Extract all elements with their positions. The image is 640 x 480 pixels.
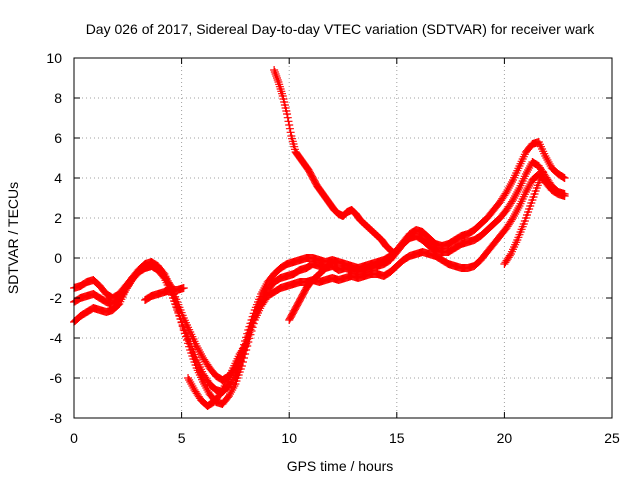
x-tick-label: 25 <box>604 430 620 446</box>
y-tick-label: 6 <box>54 130 62 146</box>
y-tick-label: 8 <box>54 90 62 106</box>
y-axis-label: SDTVAR / TECUs <box>5 182 21 294</box>
x-tick-label: 15 <box>389 430 405 446</box>
series-track-6 <box>184 340 251 410</box>
data-point-interp <box>272 72 281 80</box>
series-layer <box>70 66 569 410</box>
data-point-interp <box>514 204 523 212</box>
data-point <box>244 326 253 334</box>
data-point-interp <box>243 329 252 338</box>
y-tick-label: 4 <box>54 170 62 186</box>
y-tick-label: -8 <box>50 410 63 426</box>
data-point <box>390 250 399 258</box>
data-point-interp <box>221 380 230 388</box>
data-point-interp <box>327 258 336 267</box>
data-point-interp <box>241 341 250 350</box>
data-point-interp <box>246 319 255 328</box>
data-point <box>328 258 337 266</box>
series-track-4 <box>270 66 399 258</box>
plot-frame <box>73 57 613 419</box>
data-point-interp <box>247 316 256 324</box>
data-point-interp <box>286 128 295 137</box>
y-tick-label: -2 <box>50 290 63 306</box>
series-track-7 <box>285 258 337 324</box>
data-point-interp <box>507 178 516 186</box>
data-point-interp <box>242 333 251 342</box>
y-tick-label: -6 <box>50 370 63 386</box>
ticks: 0 5 10 15 20 25 -8 -6 -4 -2 0 2 4 6 8 10 <box>46 50 620 446</box>
data-point <box>283 110 292 118</box>
data-point-interp <box>283 113 292 122</box>
data-point <box>539 168 548 176</box>
chart-title: Day 026 of 2017, Sidereal Day-to-day VTE… <box>86 21 596 37</box>
y-tick-label: 0 <box>54 250 62 266</box>
data-point-interp <box>285 121 294 129</box>
x-tick-label: 0 <box>70 430 78 446</box>
data-point-interp <box>389 248 398 257</box>
x-tick-label: 10 <box>281 430 297 446</box>
data-point <box>560 174 569 182</box>
data-point-interp <box>245 322 254 331</box>
data-point-interp <box>248 312 257 321</box>
data-point-interp <box>271 70 280 78</box>
data-point-interp <box>249 309 258 318</box>
data-point-interp <box>270 68 279 76</box>
data-point <box>179 284 188 292</box>
data-point-interp <box>273 76 282 84</box>
data-point-interp <box>559 173 568 182</box>
data-point-interp <box>389 249 398 258</box>
data-point <box>560 190 569 198</box>
data-point <box>270 66 279 74</box>
series-track-5 <box>141 284 188 304</box>
y-tick-label: -4 <box>50 330 63 346</box>
y-tick-label: 10 <box>46 50 62 66</box>
x-axis-label: GPS time / hours <box>287 458 394 474</box>
series-track-8 <box>500 168 548 268</box>
x-tick-label: 20 <box>497 430 513 446</box>
data-point-interp <box>505 251 514 260</box>
x-tick-label: 5 <box>178 430 186 446</box>
grid <box>74 58 612 418</box>
data-point-interp <box>284 117 293 126</box>
data-point <box>242 340 251 348</box>
y-tick-label: 2 <box>54 210 62 226</box>
data-point-interp <box>514 186 523 194</box>
data-point-interp <box>273 74 282 82</box>
data-point-interp <box>326 259 335 268</box>
data-point-interp <box>285 124 294 133</box>
